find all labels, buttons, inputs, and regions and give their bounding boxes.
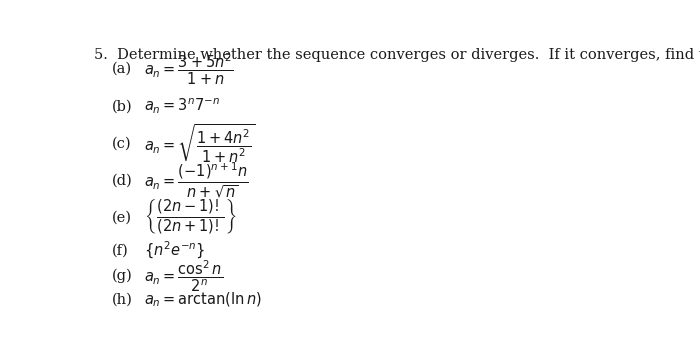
Text: $a_n = \dfrac{\cos^2 n}{2^n}$: $a_n = \dfrac{\cos^2 n}{2^n}$	[144, 258, 224, 294]
Text: (d): (d)	[112, 173, 133, 187]
Text: (b): (b)	[112, 99, 132, 113]
Text: (g): (g)	[112, 269, 133, 283]
Text: (f): (f)	[112, 244, 129, 258]
Text: (e): (e)	[112, 211, 132, 224]
Text: $a_n = \dfrac{3+5n^2}{1+n}$: $a_n = \dfrac{3+5n^2}{1+n}$	[144, 52, 234, 87]
Text: $a_n = \dfrac{(-1)^{n+1}n}{n+\sqrt{n}}$: $a_n = \dfrac{(-1)^{n+1}n}{n+\sqrt{n}}$	[144, 161, 248, 200]
Text: (h): (h)	[112, 292, 133, 307]
Text: $\left\{\dfrac{(2n-1)!}{(2n+1)!}\right\}$: $\left\{\dfrac{(2n-1)!}{(2n+1)!}\right\}…	[144, 198, 237, 236]
Text: $a_n = \sqrt{\dfrac{1+4n^2}{1+n^2}}$: $a_n = \sqrt{\dfrac{1+4n^2}{1+n^2}}$	[144, 122, 256, 165]
Text: (c): (c)	[112, 136, 132, 150]
Text: $a_n = 3^n 7^{-n}$: $a_n = 3^n 7^{-n}$	[144, 97, 220, 116]
Text: (a): (a)	[112, 62, 132, 76]
Text: $\{n^2 e^{-n}\}$: $\{n^2 e^{-n}\}$	[144, 240, 206, 261]
Text: 5.  Determine whether the sequence converges or diverges.  If it converges, find: 5. Determine whether the sequence conver…	[94, 48, 700, 62]
Text: $a_n = \arctan(\ln n)$: $a_n = \arctan(\ln n)$	[144, 290, 262, 309]
